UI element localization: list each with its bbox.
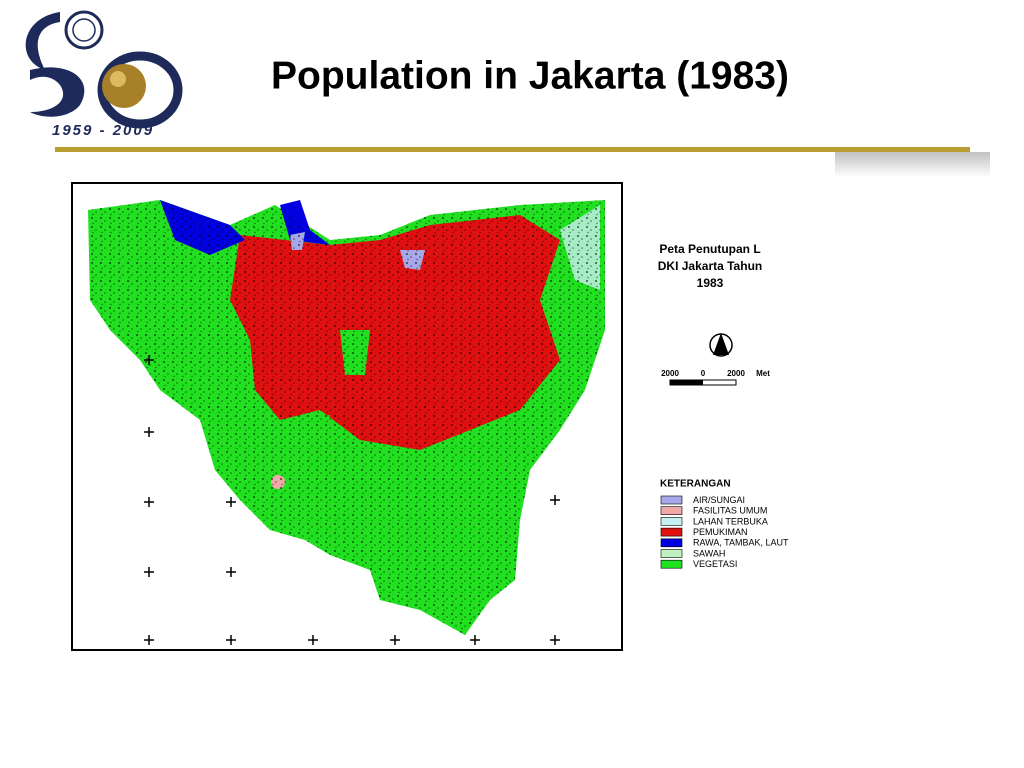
north-arrow: [713, 333, 729, 355]
grid-crosses: [144, 355, 560, 645]
legend-label: RAWA, TAMBAK, LAUT: [693, 538, 789, 548]
legend-swatch: [660, 495, 683, 505]
legend-swatch: [660, 559, 683, 569]
logo-years: 1959 - 2009: [52, 122, 154, 139]
legend-label: SAWAH: [693, 548, 725, 558]
legend-swatch: [660, 527, 683, 537]
scale-label: 2000: [661, 369, 679, 378]
divider-shadow: [835, 152, 990, 177]
texture: [88, 200, 605, 635]
map: [55, 168, 645, 660]
slide-title: Population in Jakarta (1983): [271, 54, 789, 97]
scale-label: Met: [756, 369, 770, 378]
divider: [55, 147, 970, 152]
legend-title: KETERANGAN: [660, 479, 731, 490]
legend-swatch: [660, 506, 683, 516]
map-title-line: 1983: [697, 276, 724, 290]
scale-label: 2000: [727, 369, 745, 378]
scale-bar-segment: [670, 380, 703, 385]
map-title-line: DKI Jakarta Tahun: [658, 259, 762, 273]
legend-label: AIR/SUNGAI: [693, 495, 745, 505]
north-arrow-ring: [709, 333, 733, 357]
legend-label: FASILITAS UMUM: [693, 506, 767, 516]
legend-swatch: [660, 538, 683, 548]
legend-label: VEGETASI: [693, 559, 737, 569]
legend-swatch: [660, 517, 683, 526]
scale-label: 0: [701, 369, 706, 378]
legend-label: LAHAN TERBUKA: [693, 516, 768, 526]
legend-label: PEMUKIMAN: [693, 527, 748, 537]
map-info: Peta Penutupan L DKI Jakarta Tahun 1983 20…: [658, 242, 789, 569]
legend-swatch: [660, 549, 683, 558]
logo: 1959 - 2009: [25, 10, 183, 139]
map-title-line: Peta Penutupan L: [659, 242, 760, 256]
